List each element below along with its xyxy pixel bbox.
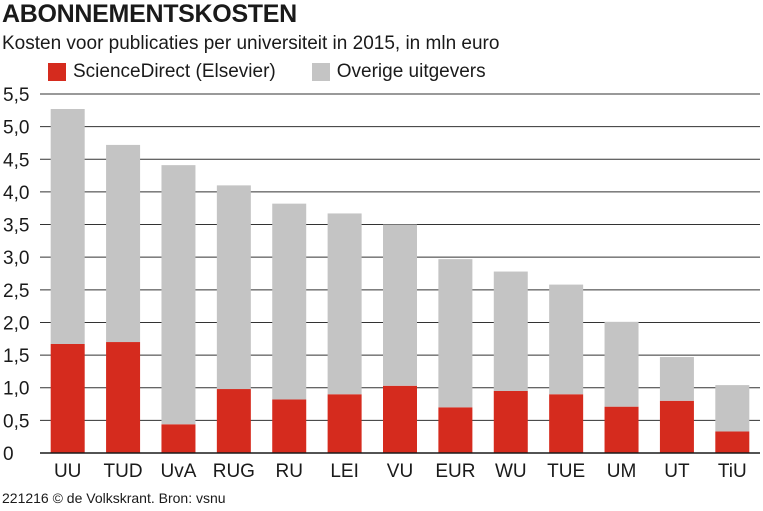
source-credit: 221216 © de Volkskrant. Bron: vsnu — [2, 490, 226, 506]
x-tick-label: UvA — [161, 461, 197, 482]
bar-segment-sciencedirect — [161, 424, 196, 453]
legend-label-sciencedirect: ScienceDirect (Elsevier) — [73, 61, 276, 82]
y-tick-label: 5,5 — [3, 85, 29, 106]
bar-segment-sciencedirect — [383, 385, 417, 453]
bar-segment-sciencedirect — [604, 406, 639, 453]
bar-segment-overige — [383, 224, 417, 386]
bar-segment-overige — [659, 357, 694, 401]
x-tick-label: RUG — [213, 461, 255, 482]
bar-segment-sciencedirect — [327, 394, 362, 453]
bar-segment-overige — [604, 321, 639, 407]
y-tick-label: 1,5 — [3, 346, 29, 367]
bar-segment-overige — [106, 144, 141, 343]
bar-segment-overige — [272, 203, 307, 400]
bar-chart: 0 0,5 1,0 1,5 2,0 2,5 3,0 3,5 4,0 4,5 5,0 5,5 UU TUD U… — [3, 85, 760, 482]
legend-item-sciencedirect: ScienceDirect (Elsevier) — [48, 61, 276, 83]
y-tick-label: 3,0 — [3, 248, 29, 269]
chart-title: ABONNEMENTSKOSTEN — [2, 0, 297, 28]
x-tick-label: UU — [54, 461, 81, 482]
y-tick-label: 4,5 — [3, 150, 29, 171]
bar-segment-overige — [161, 165, 196, 425]
x-tick-label: LEI — [330, 461, 359, 482]
x-tick-label: TUD — [104, 461, 143, 482]
legend-label-overige: Overige uitgevers — [336, 61, 486, 82]
y-tick-label: 3,5 — [3, 216, 29, 237]
y-tick-label: 0 — [3, 444, 14, 465]
bar-segment-overige — [438, 259, 473, 408]
y-tick-label: 2,5 — [3, 281, 29, 302]
legend: ScienceDirect (Elsevier) Overige uitgeve… — [48, 61, 522, 83]
bar-segment-overige — [549, 284, 584, 395]
x-tick-label: TUE — [547, 461, 585, 482]
legend-item-overige: Overige uitgevers — [311, 61, 486, 83]
x-tick-label: TiU — [718, 461, 747, 482]
bar-segment-sciencedirect — [549, 394, 584, 453]
bar-segment-sciencedirect — [715, 431, 750, 453]
bar-segment-overige — [216, 185, 251, 390]
x-tick-label: VU — [387, 461, 413, 482]
bar-segment-overige — [715, 385, 750, 432]
x-tick-label: EUR — [435, 461, 475, 482]
y-tick-label: 4,0 — [3, 183, 29, 204]
bar-segment-overige — [327, 213, 362, 395]
bar-segment-sciencedirect — [50, 343, 85, 453]
bar-segment-sciencedirect — [106, 342, 141, 453]
chart-subtitle: Kosten voor publicaties per universiteit… — [2, 33, 500, 54]
x-tick-label: WU — [495, 461, 527, 482]
bar-segment-sciencedirect — [438, 407, 473, 453]
y-tick-label: 5,0 — [3, 118, 29, 139]
y-tick-label: 0,5 — [3, 411, 29, 432]
y-tick-label: 1,0 — [3, 379, 29, 400]
bar-segment-sciencedirect — [659, 400, 694, 453]
legend-swatch-overige — [311, 63, 330, 81]
bar-segment-sciencedirect — [272, 399, 307, 453]
bar-segment-overige — [493, 271, 528, 391]
y-tick-label: 2,0 — [3, 313, 29, 334]
bar-segment-sciencedirect — [493, 390, 528, 453]
bar-segment-overige — [50, 109, 85, 344]
x-tick-label: UT — [664, 461, 690, 482]
bar-segment-sciencedirect — [216, 389, 251, 453]
x-tick-label: RU — [276, 461, 303, 482]
x-tick-label: UM — [607, 461, 637, 482]
legend-swatch-sciencedirect — [48, 63, 66, 81]
